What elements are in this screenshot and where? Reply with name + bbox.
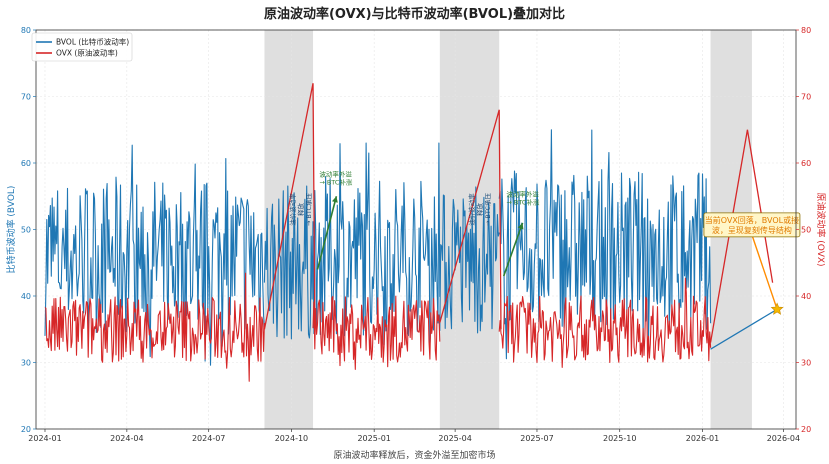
- y-left-tick-label: 60: [21, 159, 31, 168]
- annotation-text: 波动率外溢: [506, 189, 539, 198]
- x-tick-label: 2024-07: [192, 434, 225, 443]
- spillover-arrow-head: [517, 222, 524, 230]
- bvol-line-segment: [263, 185, 314, 340]
- bvol-line-segment: [498, 129, 712, 360]
- callout-text: 波，呈现复刻传导结构: [712, 225, 792, 235]
- ovx-spike-line: [439, 109, 502, 330]
- annotation-text: 油价波动率: [288, 193, 297, 226]
- x-tick-label: 2024-10: [275, 434, 308, 443]
- ovx-line-segment: [312, 295, 441, 370]
- y-right-tick-label: 60: [801, 159, 811, 168]
- ovx-line-segment: [498, 277, 712, 368]
- ovx-spike-line: [263, 83, 316, 330]
- legend-label-ovx: OVX (原油波动率): [56, 48, 118, 58]
- x-tick-label: 2025-01: [357, 434, 390, 443]
- x-tick-label: 2025-04: [438, 434, 471, 443]
- annotation-text: 波动率外溢: [319, 169, 352, 178]
- annotation-text: 释放: [296, 203, 305, 217]
- series-lines: [44, 83, 778, 382]
- annotation-text: → BTC承压: [304, 193, 313, 227]
- target-star-icon: [770, 302, 784, 315]
- y-right-tick-label: 20: [801, 425, 811, 434]
- x-axis-label: 原油波动率释放后，资金外溢至加密市场: [333, 449, 495, 461]
- annotation-text: 油价波动率: [467, 193, 476, 226]
- bvol-line-segment: [44, 144, 265, 366]
- bvol-line-segment: [312, 142, 441, 346]
- x-tick-label: 2026-01: [686, 434, 719, 443]
- legend-box: [31, 32, 133, 62]
- y-right-tick-label: 50: [801, 226, 811, 235]
- ovx-line-segment: [44, 272, 265, 382]
- y-right-tick-label: 70: [801, 93, 811, 102]
- axes: 2024-01 2024-04 2024-07 2024-10 2025-01 2025-…: [21, 26, 811, 443]
- x-tick-label: 2025-07: [520, 434, 553, 443]
- bvol-line-segment: [439, 186, 500, 334]
- bvol-tail-line: [710, 308, 778, 350]
- chart-title: 原油波动率(OVX)与比特币波动率(BVOL)叠加对比: [264, 6, 565, 22]
- callout-arrow: [751, 234, 778, 310]
- callout-box: [703, 212, 801, 238]
- y-right-tick-label: 40: [801, 292, 811, 301]
- y-right-tick-label: 80: [801, 26, 811, 35]
- y-right-tick-label: 30: [801, 359, 811, 368]
- y-axis-right-label: 原油波动率 (OVX): [815, 192, 827, 266]
- y-left-tick-label: 20: [21, 425, 31, 434]
- annotation-text: → BTC补涨: [506, 197, 540, 206]
- y-left-tick-label: 30: [21, 359, 31, 368]
- annotation-text: 释放: [475, 203, 484, 217]
- callout-text: 当前OVX回落，BVOL或接: [705, 215, 799, 225]
- annotation-text: → BTC承压: [483, 193, 492, 227]
- y-left-tick-label: 50: [21, 226, 31, 235]
- y-axis-left-label: 比特币波动率 (BVOL): [5, 186, 17, 274]
- x-tick-label: 2026-04: [767, 434, 800, 443]
- spillover-arrow-head: [331, 196, 338, 203]
- y-left-tick-label: 40: [21, 292, 31, 301]
- y-left-tick-label: 70: [21, 93, 31, 102]
- grid: [36, 29, 796, 430]
- annotation-text: → BTC补涨: [319, 177, 353, 186]
- x-tick-label: 2025-10: [603, 434, 636, 443]
- y-left-tick-label: 80: [21, 26, 31, 35]
- x-tick-label: 2024-04: [110, 434, 143, 443]
- x-tick-label: 2024-01: [28, 434, 61, 443]
- legend: BVOL (比特币波动率) OVX (原油波动率): [31, 32, 133, 62]
- spillover-arrow: [502, 222, 524, 277]
- spillover-arrow: [316, 196, 338, 270]
- legend-label-bvol: BVOL (比特币波动率): [56, 37, 129, 47]
